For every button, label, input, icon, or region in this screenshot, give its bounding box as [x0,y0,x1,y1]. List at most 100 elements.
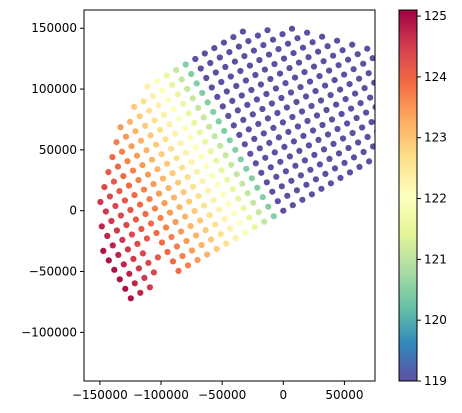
scatter-point [141,274,148,281]
scatter-point [150,181,157,188]
scatter-point [226,137,233,144]
scatter-point [422,101,428,107]
y-tick-label: 100000 [31,82,77,96]
scatter-point [232,146,239,153]
scatter-point [175,267,182,274]
scatter-point [326,67,333,74]
scatter-point [372,104,375,111]
scatter-point [146,196,153,203]
scatter-point [296,147,303,154]
scatter-point [214,93,221,100]
scatter-point [188,159,195,166]
scatter-point [231,58,238,65]
scatter-point [380,138,386,144]
scatter-point [213,245,220,253]
scatter-point [169,81,176,88]
scatter-point [216,54,223,61]
scatter-point [327,92,334,99]
scatter-point [184,174,191,181]
scatter-point [198,241,205,249]
scatter-point [381,74,387,80]
scatter-point [353,114,360,122]
scatter-point [195,104,202,111]
scatter-point [359,124,366,131]
scatter-point [140,186,148,193]
scatter-point [225,201,232,208]
scatter-point [219,103,226,110]
scatter-point [297,172,304,179]
scatter-point [316,161,323,168]
scatter-point [121,197,128,204]
scatter-point [356,163,363,170]
scatter-point [248,86,255,94]
scatter-point [202,227,209,234]
scatter-point [117,212,124,219]
scatter-point [97,198,104,206]
scatter-point [361,85,368,92]
scatter-point [366,158,373,165]
scatter-point [299,44,307,51]
scatter-point [155,102,162,109]
scatter-point [154,77,161,84]
scatter-point [206,212,213,219]
scatter-point [132,216,139,223]
scatter-point [210,197,217,204]
scatter-point [194,168,201,175]
colorbar-tick-label: 121 [424,252,447,266]
scatter-point [119,236,126,243]
scatter-point [133,152,141,159]
y-tick-label: 50000 [39,143,77,157]
scatter-point [250,47,257,54]
scatter-point [176,115,183,122]
scatter-point [392,93,398,99]
scatter-point [309,127,317,134]
scatter-point [226,49,233,56]
scatter-point [123,221,130,229]
scatter-point [365,70,372,77]
scatter-point [282,80,289,87]
scatter-point [187,134,194,141]
scatter-point [352,90,359,97]
scatter-point [250,199,257,206]
scatter-point [233,82,240,90]
scatter-point [239,28,246,35]
scatter-point [151,117,158,124]
scatter-point [283,104,290,111]
scatter-point [363,109,370,116]
scatter-point [114,163,121,170]
scatter-point [263,90,270,98]
scatter-point [324,131,332,138]
scatter-point [302,93,310,100]
scatter-point [213,157,220,164]
scatter-point [217,142,224,149]
scatter-point [153,229,160,237]
scatter-point [284,192,291,199]
scatter-point [290,138,297,145]
scatter-point [108,217,115,225]
scatter-point [105,257,112,264]
scatter-point [112,202,119,210]
scatter-point [324,43,331,50]
scatter-point [346,169,354,176]
scatter-point [320,58,327,65]
scatter-point [320,146,328,153]
scatter-point [271,61,278,68]
scatter-point [264,27,271,34]
scatter-point [246,214,253,221]
scatter-point [211,45,218,52]
scatter-point [222,63,229,71]
scatter-point [143,147,150,154]
scatter-point [204,99,211,106]
y-tick-label: −100000 [21,325,77,339]
scatter-point [289,113,296,121]
scatter-point [315,136,322,143]
scatter-point [288,25,296,32]
scatter-point [146,107,153,114]
scatter-point [199,178,206,185]
scatter-point [227,225,234,232]
scatter-point [195,193,202,200]
scatter-point [253,96,260,103]
scatter-point [194,256,201,264]
scatter-point [207,59,214,67]
scatter-point [137,289,144,296]
